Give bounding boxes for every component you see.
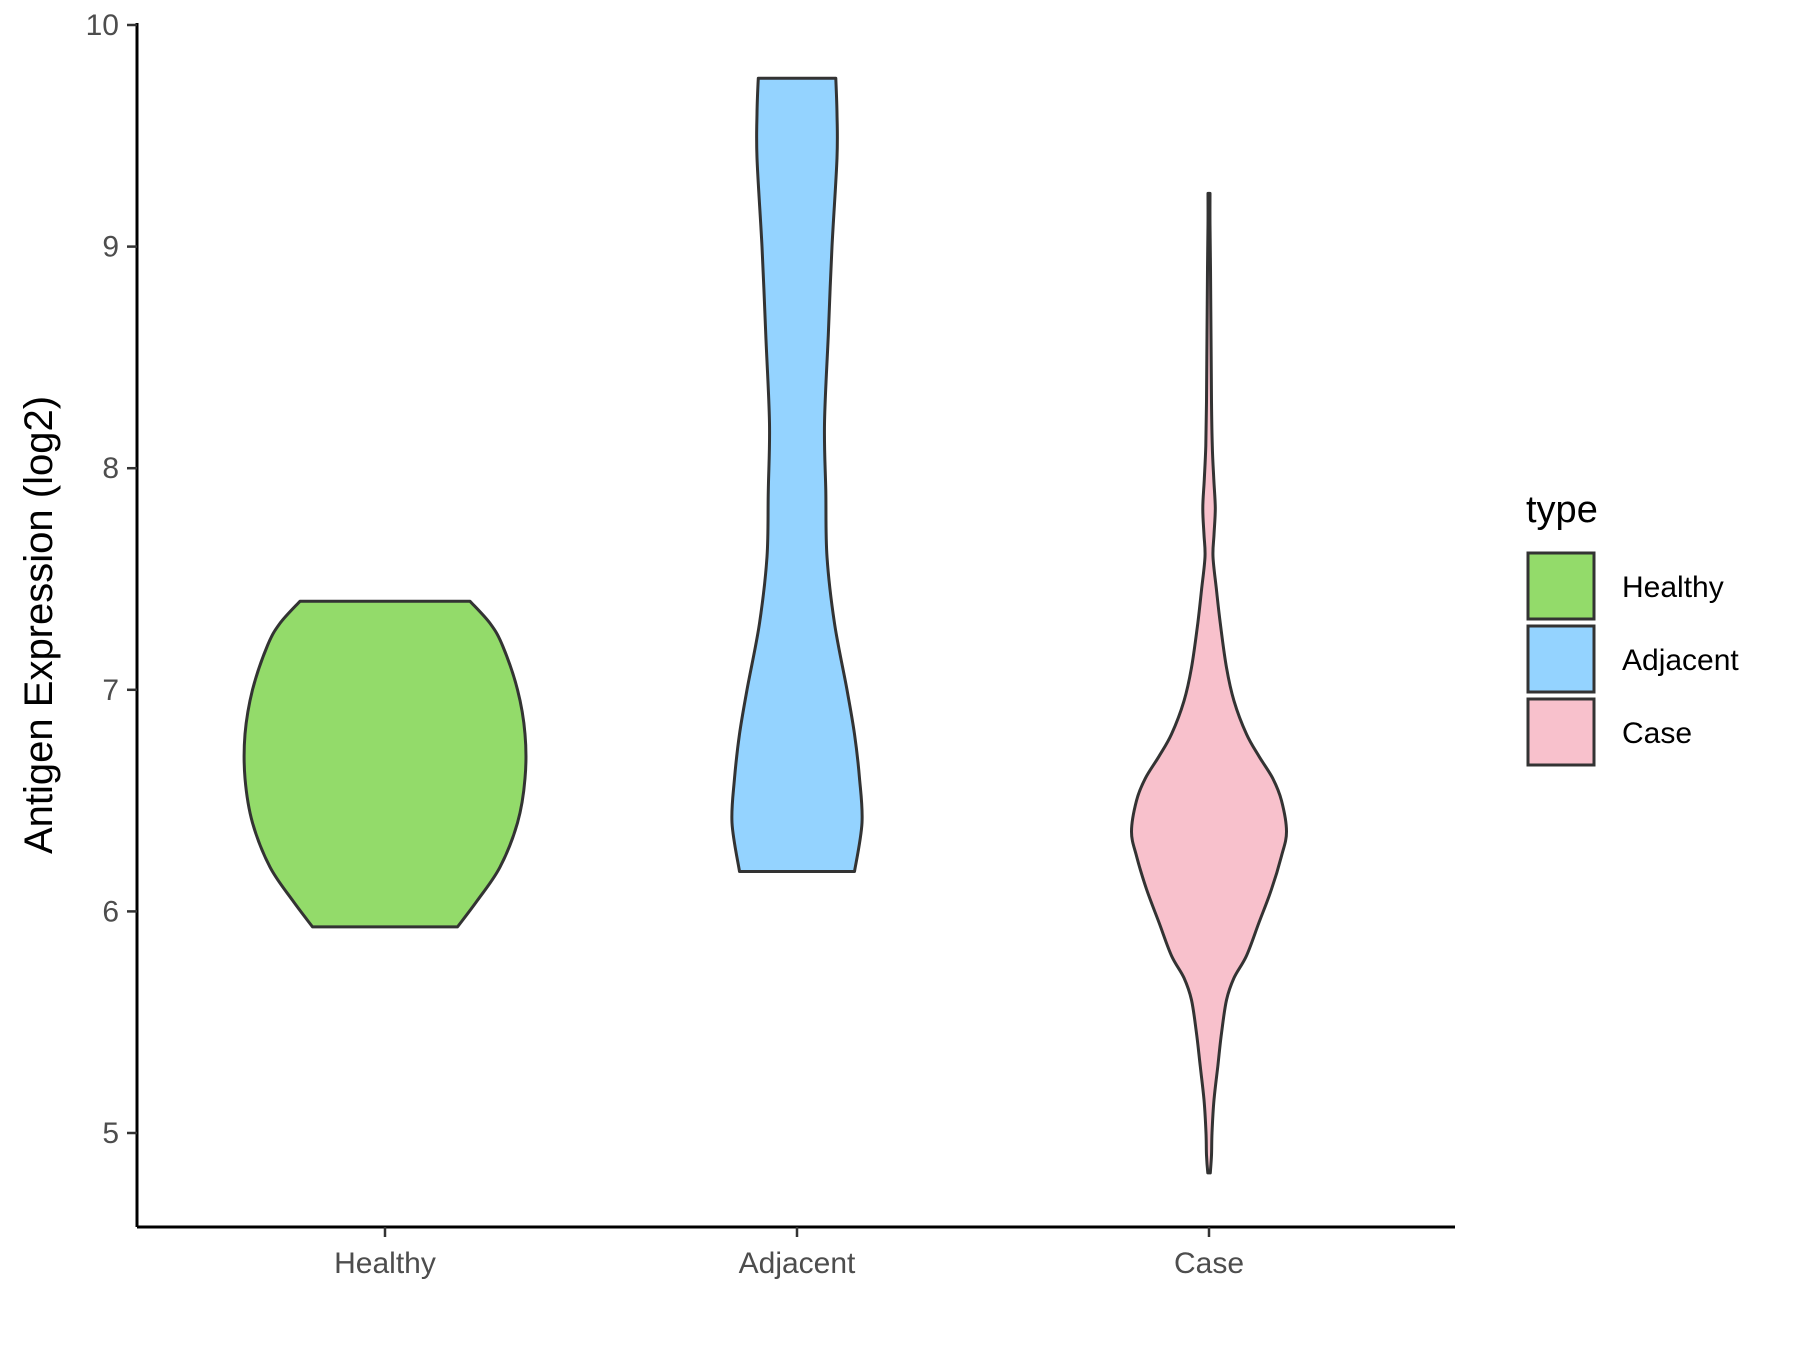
legend-label-adjacent: Adjacent xyxy=(1622,644,1739,677)
violin-case xyxy=(1130,191,1288,1175)
violin-layer xyxy=(242,76,1288,1175)
legend-key-case xyxy=(1526,697,1596,767)
legend-label-healthy: Healthy xyxy=(1622,571,1724,604)
y-tick-label: 5 xyxy=(102,1117,119,1150)
legend-key-healthy xyxy=(1526,551,1596,621)
x-tick-label: Case xyxy=(1174,1247,1244,1280)
legend-title: type xyxy=(1526,489,1598,531)
y-tick-label: 9 xyxy=(102,231,119,264)
legend-key-adjacent xyxy=(1526,624,1596,694)
violin-healthy xyxy=(242,599,528,929)
x-tick-label: Adjacent xyxy=(739,1247,856,1280)
legend: type Healthy Adjacent Case xyxy=(1526,489,1739,767)
legend-label-case: Case xyxy=(1622,717,1692,750)
y-tick-label: 7 xyxy=(102,674,119,707)
violin-adjacent xyxy=(730,76,864,873)
x-tick-label: Healthy xyxy=(334,1247,436,1280)
y-tick-label: 6 xyxy=(102,895,119,928)
y-tick-label: 10 xyxy=(86,9,119,42)
axes: 5 6 7 8 9 10 Healthy Adjacent Case xyxy=(86,9,1455,1280)
y-axis-label: Antigen Expression (log2) xyxy=(17,396,61,854)
y-tick-label: 8 xyxy=(102,452,119,485)
